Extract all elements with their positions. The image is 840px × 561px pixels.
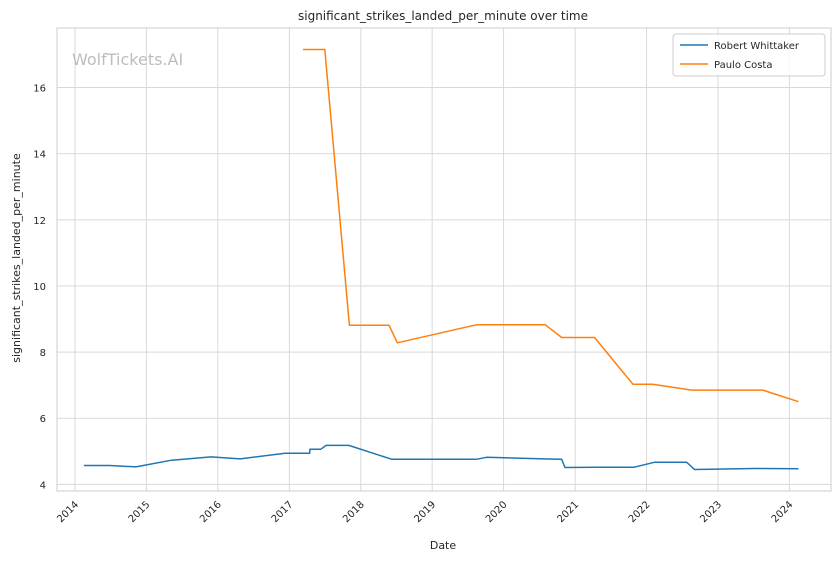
y-tick-label: 6 bbox=[40, 414, 46, 425]
y-tick-label: 16 bbox=[33, 84, 46, 95]
y-tick-label: 10 bbox=[33, 282, 46, 293]
y-tick-label: 12 bbox=[33, 216, 46, 227]
y-tick-labels: 4 6 8 10 12 14 16 bbox=[33, 84, 46, 492]
series-layer bbox=[83, 48, 799, 471]
x-tick-labels: 2014 2015 2016 2017 2018 2019 2020 2021 2022 2023… bbox=[55, 499, 795, 525]
legend-box bbox=[672, 33, 826, 77]
legend-label-paulo-costa: Paulo Costa bbox=[714, 60, 772, 71]
x-tick-label: 2018 bbox=[341, 499, 367, 525]
series-line-robert-whittaker bbox=[83, 444, 799, 471]
watermark: WolfTickets.AI bbox=[72, 50, 183, 69]
grid bbox=[57, 28, 831, 491]
x-tick-label: 2020 bbox=[484, 499, 510, 525]
x-tick-label: 2017 bbox=[270, 499, 296, 525]
series-line-paulo-costa bbox=[302, 48, 799, 403]
chart-title: significant_strikes_landed_per_minute ov… bbox=[298, 9, 588, 23]
y-axis-label: significant_strikes_landed_per_minute bbox=[10, 153, 23, 363]
x-tick-label: 2016 bbox=[198, 499, 224, 525]
plot-frame bbox=[56, 27, 832, 492]
legend-label-robert-whittaker: Robert Whittaker bbox=[714, 41, 800, 52]
x-tick-label: 2015 bbox=[127, 499, 153, 525]
y-tick-label: 8 bbox=[40, 348, 46, 359]
x-tick-label: 2024 bbox=[770, 499, 796, 525]
legend: Robert Whittaker Paulo Costa bbox=[672, 33, 826, 77]
y-tick-label: 4 bbox=[40, 480, 46, 491]
x-axis-label: Date bbox=[430, 539, 457, 552]
x-tick-label: 2014 bbox=[55, 499, 81, 525]
x-tick-label: 2021 bbox=[555, 499, 581, 525]
x-tick-label: 2022 bbox=[627, 499, 653, 525]
x-tick-label: 2019 bbox=[413, 499, 439, 525]
y-tick-label: 14 bbox=[33, 150, 46, 161]
x-tick-label: 2023 bbox=[698, 499, 724, 525]
